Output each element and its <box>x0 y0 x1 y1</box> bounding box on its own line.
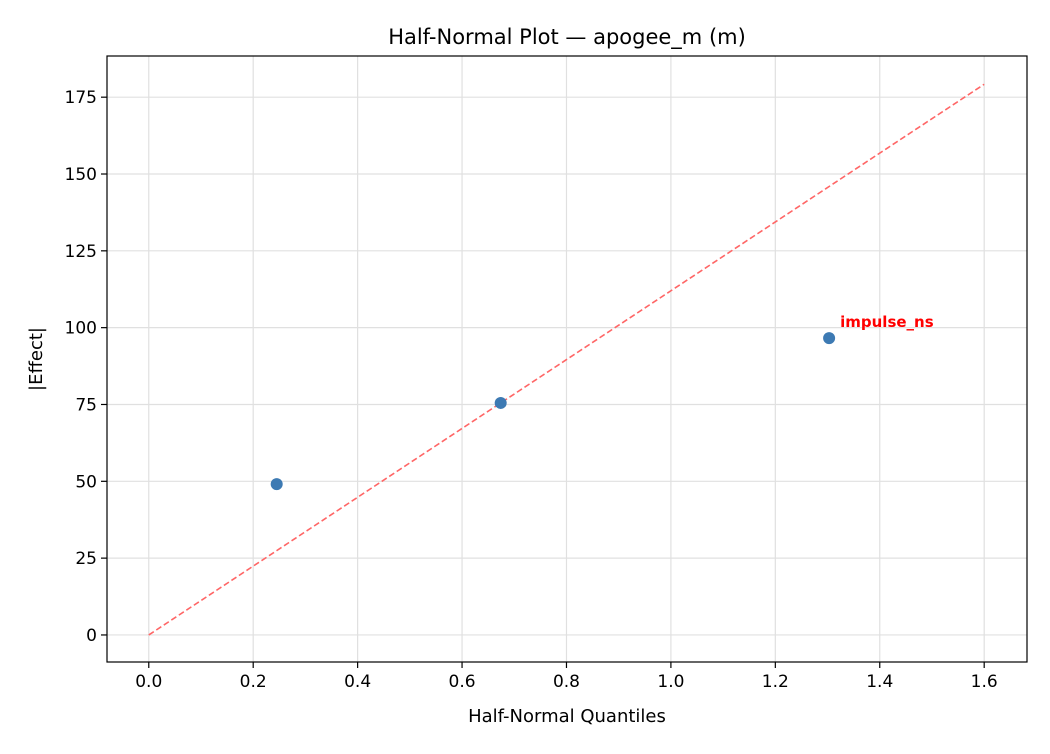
y-tick-label: 125 <box>65 242 97 262</box>
grid <box>107 56 1027 662</box>
y-tick-label: 0 <box>86 626 97 646</box>
x-tick-label: 1.6 <box>971 672 998 692</box>
x-axis-ticks: 0.0 0.2 0.4 0.6 0.8 1.0 1.2 1.4 1.6 <box>135 662 998 692</box>
y-axis-ticks: 0 25 50 75 100 125 150 175 <box>65 88 107 646</box>
x-tick-label: 0.0 <box>135 672 162 692</box>
reference-line-group <box>148 83 985 636</box>
chart-title: Half-Normal Plot — apogee_m (m) <box>388 25 746 50</box>
data-point <box>270 478 283 491</box>
x-tick-label: 0.6 <box>449 672 476 692</box>
points-group: impulse_ns <box>270 313 934 491</box>
x-tick-label: 1.4 <box>866 672 893 692</box>
x-tick-label: 1.2 <box>762 672 789 692</box>
y-tick-label: 25 <box>75 549 97 569</box>
y-tick-label: 50 <box>75 472 97 492</box>
x-tick-label: 0.4 <box>344 672 371 692</box>
x-tick-label: 0.2 <box>240 672 267 692</box>
y-axis-label: |Effect| <box>26 327 47 391</box>
data-point <box>494 396 507 409</box>
y-tick-label: 150 <box>65 165 97 185</box>
point-annotation: impulse_ns <box>840 313 934 331</box>
y-tick-label: 100 <box>65 319 97 339</box>
data-point <box>823 332 836 345</box>
x-tick-label: 1.0 <box>657 672 684 692</box>
x-tick-label: 0.8 <box>553 672 580 692</box>
y-tick-label: 175 <box>65 88 97 108</box>
y-tick-label: 75 <box>75 395 97 415</box>
x-axis-label: Half-Normal Quantiles <box>468 706 666 727</box>
reference-line <box>148 83 985 636</box>
